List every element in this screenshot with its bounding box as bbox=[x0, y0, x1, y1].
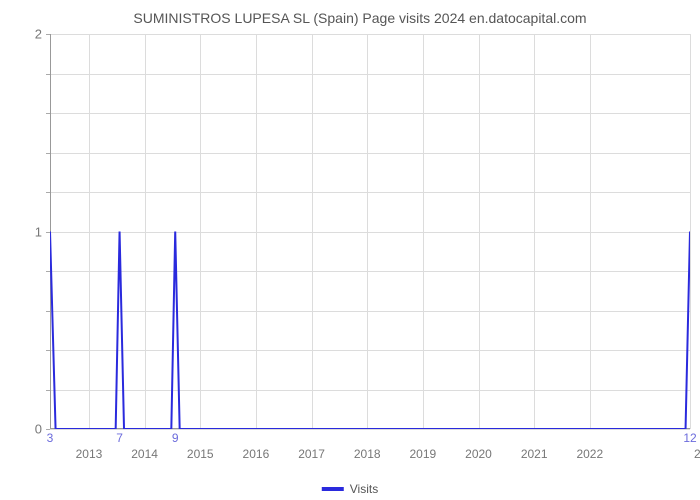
legend: Visits bbox=[322, 482, 378, 496]
x-year-label: 2013 bbox=[76, 447, 103, 461]
x-year-label: 2019 bbox=[410, 447, 437, 461]
x-year-label: 2021 bbox=[521, 447, 548, 461]
x-year-label-clipped: 202 bbox=[694, 447, 700, 461]
x-year-label: 2020 bbox=[465, 447, 492, 461]
x-year-label: 2016 bbox=[243, 447, 270, 461]
chart-title: SUMINISTROS LUPESA SL (Spain) Page visit… bbox=[40, 10, 680, 26]
ytick-label: 1 bbox=[35, 224, 42, 239]
plot-inner: 012 bbox=[50, 34, 690, 429]
legend-swatch bbox=[322, 487, 344, 491]
x-year-label: 2015 bbox=[187, 447, 214, 461]
hgrid-line bbox=[50, 429, 690, 430]
x-edge-label: 12 bbox=[683, 431, 696, 445]
series-line bbox=[50, 232, 690, 430]
x-edge-label: 3 bbox=[47, 431, 54, 445]
chart-container: SUMINISTROS LUPESA SL (Spain) Page visit… bbox=[0, 0, 700, 500]
ytick-minor bbox=[46, 429, 50, 430]
x-year-label: 2017 bbox=[298, 447, 325, 461]
x-edge-label: 9 bbox=[172, 431, 179, 445]
data-line bbox=[50, 34, 690, 429]
x-year-label: 2022 bbox=[576, 447, 603, 461]
ytick-label: 0 bbox=[35, 422, 42, 437]
x-year-label: 2014 bbox=[131, 447, 158, 461]
vgrid-line bbox=[690, 34, 691, 429]
x-edge-label: 7 bbox=[116, 431, 123, 445]
ytick-label: 2 bbox=[35, 27, 42, 42]
legend-label: Visits bbox=[350, 482, 378, 496]
x-year-label: 2018 bbox=[354, 447, 381, 461]
plot-area: 012 37912 201320142015201620172018201920… bbox=[50, 34, 690, 444]
